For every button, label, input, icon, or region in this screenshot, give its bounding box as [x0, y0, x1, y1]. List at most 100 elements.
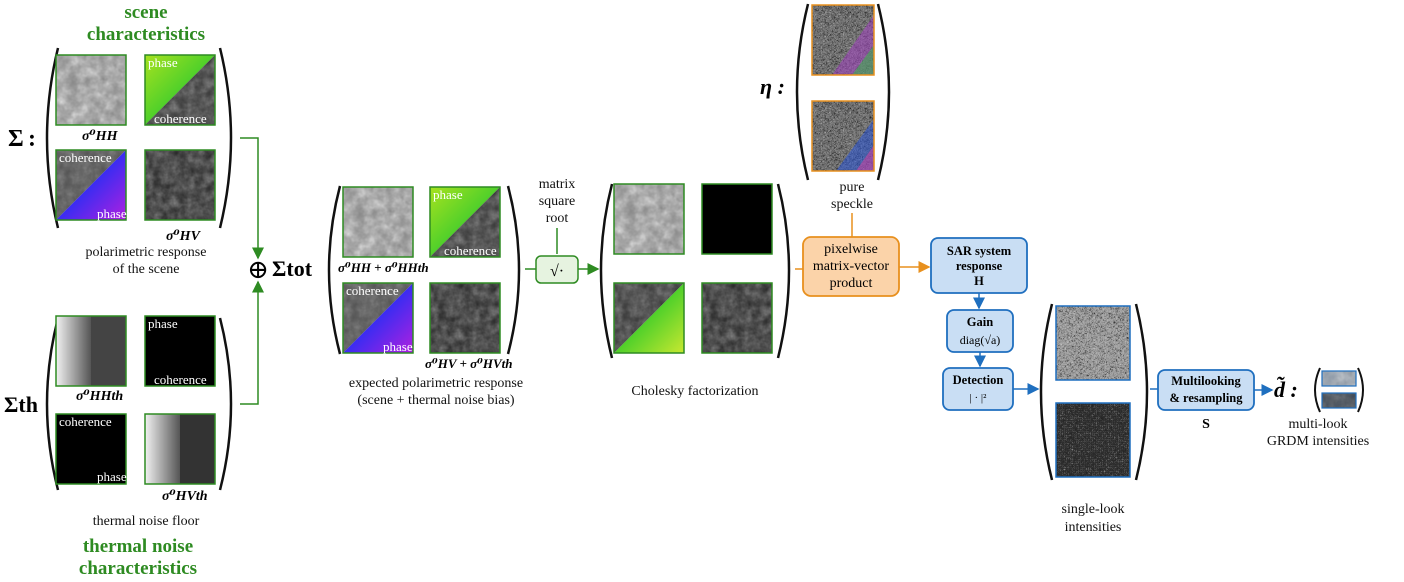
speckle-caption-1: pure	[840, 180, 865, 195]
sqrt-symbol: √·	[550, 263, 564, 280]
total-hh-tile	[343, 187, 413, 257]
total-right-paren	[506, 185, 521, 355]
product-box-line2: matrix-vector	[813, 259, 890, 274]
sigma-symbol: Σ	[8, 126, 24, 152]
singlelook-tile-2	[1055, 402, 1131, 478]
singlelook-right-paren	[1134, 303, 1149, 481]
thermal-hh-tile	[55, 315, 127, 387]
output-tile-1	[1321, 370, 1357, 387]
sar-box-line3: H	[974, 274, 984, 288]
thermal-hv-label: σ⁰HVth	[162, 489, 208, 504]
singlelook-caption-2: intensities	[1065, 520, 1122, 535]
sigma-tot-symbol: Σtot	[272, 256, 313, 281]
total-caption-2: (scene + thermal noise bias)	[357, 393, 515, 408]
thermal-coherence-label-tr: coherence	[154, 372, 207, 387]
sqrt-label-1: matrix	[539, 177, 576, 192]
multilook-box-line1: Multilooking	[1171, 374, 1241, 388]
sigma-colon: :	[28, 126, 36, 152]
scene-title-line2: characteristics	[87, 24, 205, 45]
cholesky-11-tile	[614, 184, 684, 254]
speckle-tile-1	[811, 4, 875, 76]
total-caption-1: expected polarimetric response	[349, 376, 523, 391]
scene-block: scene characteristics Σ : phase coherenc…	[8, 2, 233, 277]
multilook-symbol: S	[1202, 417, 1210, 432]
sigma-hh-label: σ⁰HH	[82, 129, 119, 144]
scene-title-line1: scene	[124, 2, 167, 23]
thermal-hh-label: σ⁰HHth	[76, 389, 123, 404]
cholesky-12-tile	[701, 183, 773, 255]
detection-box-line1: Detection	[953, 373, 1004, 387]
scene-hv-tile	[145, 150, 215, 220]
multilook-block: Multilooking & resampling S d̃ : multi-l…	[1157, 367, 1369, 449]
sqrt-label-2: square	[539, 194, 576, 209]
output-tile-2	[1321, 392, 1357, 409]
thermal-phase-label-tr: phase	[148, 316, 178, 331]
cholesky-caption: Cholesky factorization	[631, 384, 758, 399]
thermal-right-paren	[218, 317, 233, 491]
scene-coherence-label-bl: coherence	[59, 150, 112, 165]
product-box-line1: pixelwise	[824, 242, 878, 257]
speckle-block: η : pure speckle	[760, 3, 891, 237]
scene-phase-label-tr: phase	[148, 55, 178, 70]
sigma-hv-label: σ⁰HV	[166, 229, 202, 244]
singlelook-left-paren	[1039, 303, 1054, 481]
output-left-paren	[1314, 367, 1321, 413]
thermal-title-line2: characteristics	[79, 558, 197, 579]
thermal-phase-label-bl: phase	[97, 469, 127, 484]
thermal-hv-tile	[144, 413, 216, 485]
multilook-box-line2: & resampling	[1169, 391, 1243, 405]
speckle-right-paren	[876, 3, 891, 181]
multilook-caption-1: multi-look	[1288, 417, 1347, 432]
total-block: Σtot phase coherence σ⁰HH + σ⁰HHth coher…	[272, 185, 523, 408]
cholesky-right-paren	[776, 183, 791, 359]
product-box-line3: product	[830, 276, 873, 291]
eta-symbol: η :	[760, 74, 785, 99]
scene-hh-tile	[56, 55, 126, 125]
cholesky-22-tile	[702, 283, 772, 353]
scene-caption-2: of the scene	[113, 262, 180, 277]
cholesky-block: Cholesky factorization	[599, 183, 803, 399]
thermal-coherence-label-bl: coherence	[59, 414, 112, 429]
oplus-symbol: ⊕	[247, 255, 269, 284]
sar-box-line2: response	[956, 259, 1003, 273]
d-symbol: d̃ :	[1274, 377, 1298, 402]
multilook-caption-2: GRDM intensities	[1267, 434, 1369, 449]
scene-coherence-label-tr: coherence	[154, 111, 207, 126]
thermal-block: Σth phase coherence σ⁰HHth coherence pha…	[4, 315, 233, 579]
detection-box-line2: | · |²	[970, 392, 988, 404]
product-block: pixelwise matrix-vector product	[802, 236, 931, 297]
total-left-paren	[327, 185, 342, 355]
total-phase-label-bl: phase	[383, 339, 413, 354]
thermal-left-paren	[45, 317, 60, 491]
sar-box-line1: SAR system	[947, 244, 1012, 258]
sigma-th-symbol: Σth	[4, 392, 38, 417]
cholesky-21-tile	[614, 283, 684, 353]
scene-right-paren	[218, 47, 233, 229]
thermal-caption: thermal noise floor	[93, 514, 200, 529]
scene-caption-1: polarimetric response	[86, 245, 207, 260]
scene-left-paren	[45, 47, 60, 229]
total-coherence-label-tr: coherence	[444, 243, 497, 258]
sqrt-label-3: root	[546, 211, 569, 226]
output-right-paren	[1357, 367, 1364, 413]
total-hh-label: σ⁰HH + σ⁰HHth	[338, 260, 429, 275]
sqrt-block: matrix square root √·	[525, 177, 600, 284]
cholesky-left-paren	[599, 183, 614, 359]
thermal-title-line1: thermal noise	[83, 536, 193, 557]
singlelook-tile-1	[1055, 305, 1131, 381]
total-phase-label-tr: phase	[433, 187, 463, 202]
gain-box-line2: diag(√a)	[960, 333, 1001, 347]
speckle-tile-2	[811, 100, 875, 172]
total-hv-tile	[430, 283, 500, 353]
total-coherence-label-bl: coherence	[346, 283, 399, 298]
total-hv-label: σ⁰HV + σ⁰HVth	[425, 356, 512, 371]
scene-phase-label-bl: phase	[97, 206, 127, 221]
singlelook-block: single-look intensities	[1039, 303, 1158, 535]
gain-box-line1: Gain	[967, 315, 993, 329]
sar-chain: SAR system response H Gain diag(√a) Dete…	[930, 237, 1040, 411]
singlelook-caption-1: single-look	[1062, 502, 1125, 517]
sum-connectors: ⊕	[240, 137, 269, 405]
speckle-caption-2: speckle	[831, 197, 873, 212]
speckle-left-paren	[795, 3, 810, 181]
